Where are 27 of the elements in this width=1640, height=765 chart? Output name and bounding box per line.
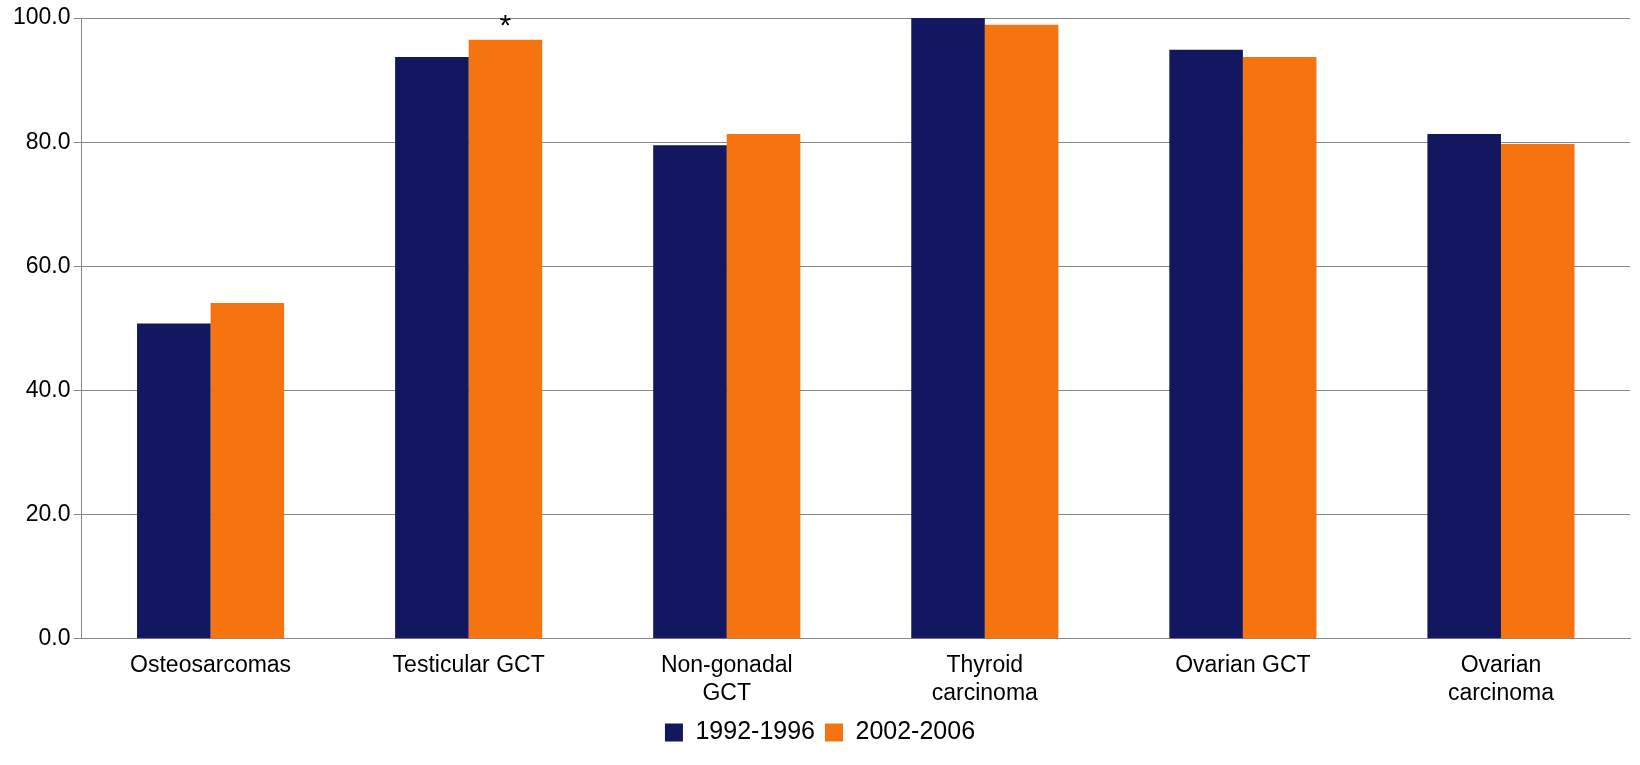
x-tick-label: Thyroid carcinoma	[931, 650, 1039, 705]
bar	[210, 302, 285, 639]
bar	[395, 57, 469, 639]
bar	[653, 145, 727, 639]
bar	[137, 323, 211, 639]
bar	[1169, 49, 1243, 639]
bar	[468, 39, 543, 639]
y-tick-label: 60.0	[25, 251, 71, 278]
bar	[726, 134, 801, 639]
bar	[911, 18, 985, 639]
annotation: *	[499, 7, 512, 41]
x-tick-label: Ovarian carcinoma	[1447, 650, 1555, 705]
x-tick-label: Ovarian GCT	[1175, 650, 1311, 677]
x-tick-label: Non-gonadal GCT	[660, 650, 793, 705]
y-tick-label: 100.0	[12, 3, 71, 30]
bar	[1427, 134, 1501, 639]
legend-label: 2002-2006	[855, 716, 976, 745]
y-tick-label: 20.0	[25, 499, 71, 526]
y-tick-label: 80.0	[25, 127, 71, 154]
y-tick-label: 0.0	[38, 624, 71, 651]
bar	[1242, 57, 1317, 639]
bar	[984, 24, 1059, 639]
y-tick-label: 40.0	[25, 375, 71, 402]
legend-label: 1992-1996	[695, 716, 816, 745]
x-tick-label: Testicular GCT	[392, 650, 545, 677]
bar	[1500, 144, 1575, 639]
x-tick-label: Osteosarcomas	[130, 650, 292, 677]
